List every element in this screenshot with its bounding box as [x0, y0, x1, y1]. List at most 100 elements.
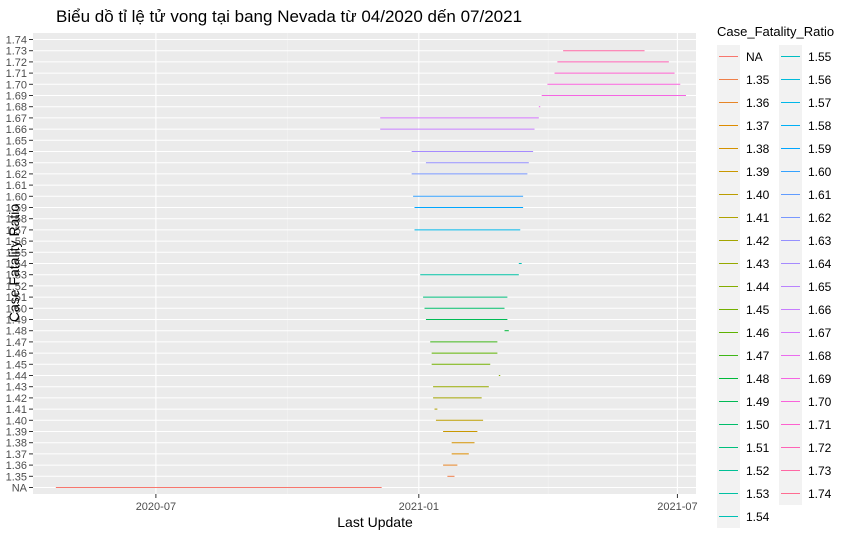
legend-label: 1.57 — [808, 96, 832, 110]
legend-item: NA — [717, 45, 763, 68]
y-tick-label: 1.66 — [6, 124, 27, 136]
legend-label: 1.62 — [808, 211, 832, 225]
y-tick-label: 1.58 — [6, 214, 27, 226]
y-tick-label: 1.65 — [6, 135, 27, 147]
legend-label: 1.47 — [746, 349, 770, 363]
legend-label: 1.59 — [808, 142, 832, 156]
legend-label: 1.67 — [808, 326, 832, 340]
legend-label: 1.48 — [746, 372, 770, 386]
legend-label: 1.39 — [746, 165, 770, 179]
legend-label: 1.70 — [808, 395, 832, 409]
y-tick-label: 1.49 — [6, 315, 27, 327]
y-tick-label: 1.35 — [6, 471, 27, 483]
y-tick-label: 1.48 — [6, 326, 27, 338]
legend-item: 1.54 — [717, 505, 770, 528]
x-axis-title: Last Update — [337, 514, 413, 530]
legend-label: 1.40 — [746, 188, 770, 202]
y-axis: NA1.351.361.371.381.391.401.411.421.431.… — [6, 35, 33, 495]
y-tick-label: 1.51 — [6, 292, 27, 304]
y-tick-label: 1.45 — [6, 359, 27, 371]
legend-label: 1.36 — [746, 96, 770, 110]
y-tick-label: 1.44 — [6, 371, 27, 383]
legend-label: 1.72 — [808, 441, 832, 455]
legend-label: 1.46 — [746, 326, 770, 340]
y-tick-label: 1.53 — [6, 270, 27, 282]
legend-label: 1.44 — [746, 280, 770, 294]
legend-item: 1.36 — [717, 91, 770, 114]
legend-label: 1.35 — [746, 73, 770, 87]
y-tick-label: 1.50 — [6, 303, 27, 315]
y-tick-label: 1.42 — [6, 393, 27, 405]
y-tick-label: 1.56 — [6, 236, 27, 248]
legend-item: 1.48 — [717, 367, 770, 390]
legend-label: 1.52 — [746, 464, 770, 478]
y-tick-label: 1.69 — [6, 91, 27, 103]
legend-item: 1.68 — [779, 344, 832, 367]
legend-label: 1.64 — [808, 257, 832, 271]
legend-label: 1.58 — [808, 119, 832, 133]
legend-item: 1.49 — [717, 390, 770, 413]
legend-item: 1.63 — [779, 229, 832, 252]
legend-label: 1.49 — [746, 395, 770, 409]
y-tick-label: 1.74 — [6, 35, 27, 47]
legend-label: 1.56 — [808, 73, 832, 87]
legend-item: 1.37 — [717, 114, 770, 137]
legend-label: 1.63 — [808, 234, 832, 248]
y-tick-label: 1.67 — [6, 113, 27, 125]
legend-label: 1.42 — [746, 234, 770, 248]
legend-item: 1.66 — [779, 298, 832, 321]
legend-item: 1.64 — [779, 252, 832, 275]
y-tick-label: 1.64 — [6, 147, 27, 159]
y-tick-label: 1.52 — [6, 281, 27, 293]
y-tick-label: 1.70 — [6, 79, 27, 91]
legend-item: 1.43 — [717, 252, 770, 275]
legend-item: 1.72 — [779, 436, 832, 459]
legend-label: 1.54 — [746, 510, 770, 524]
legend-item: 1.53 — [717, 482, 770, 505]
legend-item: 1.52 — [717, 459, 770, 482]
y-tick-label: 1.73 — [6, 46, 27, 58]
legend-item: 1.45 — [717, 298, 770, 321]
legend-item: 1.58 — [779, 114, 832, 137]
legend-item: 1.46 — [717, 321, 770, 344]
legend: Case_Fatality_Ratio NA 1.35 1.36 1.37 1.38 1.… — [717, 24, 834, 528]
legend-item: 1.65 — [779, 275, 832, 298]
legend-item: 1.73 — [779, 459, 832, 482]
legend-item: 1.60 — [779, 160, 832, 183]
legend-label: 1.71 — [808, 418, 832, 432]
y-tick-label: 1.72 — [6, 57, 27, 69]
legend-item: 1.39 — [717, 160, 770, 183]
legend-item: 1.50 — [717, 413, 770, 436]
y-tick-label: 1.59 — [6, 203, 27, 215]
legend-item: 1.56 — [779, 68, 832, 91]
y-tick-label: 1.40 — [6, 415, 27, 427]
legend-item: 1.35 — [717, 68, 770, 91]
y-tick-label: 1.43 — [6, 382, 27, 394]
legend-label: 1.37 — [746, 119, 770, 133]
legend-item: 1.44 — [717, 275, 770, 298]
legend-label: 1.65 — [808, 280, 832, 294]
y-tick-label: 1.41 — [6, 404, 27, 416]
legend-label: NA — [746, 50, 763, 64]
legend-item: 1.42 — [717, 229, 770, 252]
y-tick-label: 1.46 — [6, 348, 27, 360]
legend-item: 1.62 — [779, 206, 832, 229]
series-segments — [55, 50, 686, 488]
legend-item: 1.59 — [779, 137, 832, 160]
legend-label: 1.69 — [808, 372, 832, 386]
legend-label: 1.43 — [746, 257, 770, 271]
y-tick-label: 1.36 — [6, 460, 27, 472]
y-tick-label: 1.47 — [6, 337, 27, 349]
y-tick-label: 1.68 — [6, 102, 27, 114]
y-tick-label: 1.39 — [6, 427, 27, 439]
y-tick-label: 1.57 — [6, 225, 27, 237]
legend-item: 1.70 — [779, 390, 832, 413]
legend-label: 1.50 — [746, 418, 770, 432]
y-tick-label: 1.37 — [6, 449, 27, 461]
legend-label: 1.53 — [746, 487, 770, 501]
y-tick-label: 1.71 — [6, 68, 27, 80]
y-tick-label: 1.63 — [6, 158, 27, 170]
legend-label: 1.74 — [808, 487, 832, 501]
legend-label: 1.41 — [746, 211, 770, 225]
